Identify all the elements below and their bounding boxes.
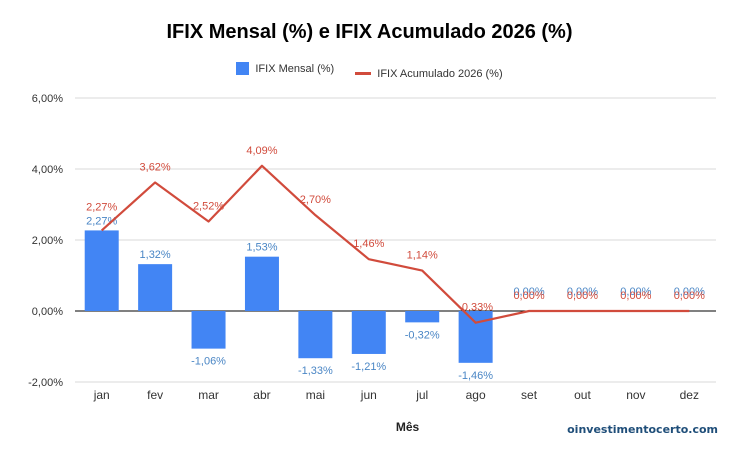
line-data-label: 4,09% [246, 145, 277, 157]
x-tick-label: jul [415, 388, 428, 402]
bar-data-label: -0,32% [405, 329, 440, 341]
bar [138, 264, 173, 311]
x-tick-label: mai [306, 388, 325, 402]
bar-data-label: -1,21% [351, 361, 386, 373]
cumulative-line [100, 164, 690, 324]
x-tick-label: set [521, 388, 538, 402]
y-tick-label: 0,00% [32, 306, 63, 318]
x-tick-label: jan [93, 388, 110, 402]
bar-data-label: 1,53% [246, 242, 277, 254]
x-tick-label: out [574, 388, 591, 402]
x-tick-label: abr [253, 388, 270, 402]
line-data-label: 3,62% [140, 161, 171, 173]
line-data-label: 0,00% [513, 290, 544, 302]
legend-item-mensal[interactable]: IFIX Mensal (%) [236, 62, 334, 75]
legend-line-swatch [355, 72, 372, 75]
bar-data-label: -1,46% [458, 370, 493, 382]
x-tick-label: dez [680, 388, 699, 402]
x-axis-title: Mês [396, 420, 420, 434]
line-data-label: 2,52% [193, 201, 224, 213]
y-tick-label: -2,00% [28, 377, 63, 389]
bar [351, 311, 386, 354]
bar-data-label: 0,00% [674, 286, 705, 298]
bar-data-label: 0,00% [620, 286, 651, 298]
bar-data-label: 0,00% [567, 286, 598, 298]
bar-data-label: -1,33% [298, 365, 333, 377]
bar-data-label: 0,00% [513, 286, 544, 298]
legend-label-mensal: IFIX Mensal (%) [255, 62, 335, 75]
legend-label-acumulado: IFIX Acumulado 2026 (%) [377, 67, 503, 80]
chart-title: IFIX Mensal (%) e IFIX Acumulado 2026 (%… [166, 21, 573, 43]
line-data-label: -0,33% [458, 302, 493, 314]
bar [405, 311, 440, 323]
bar [298, 311, 333, 359]
legend: IFIX Mensal (%) IFIX Acumulado 2026 (%) [0, 62, 739, 80]
bar-data-label: -1,06% [191, 356, 226, 368]
y-tick-label: 6,00% [32, 93, 63, 105]
bar [244, 256, 279, 311]
x-tick-label: fev [147, 388, 163, 402]
bar-data-label: 1,32% [140, 249, 171, 261]
x-tick-label: mar [198, 388, 219, 402]
line-data-label: 2,27% [86, 201, 117, 213]
line-data-label: 1,46% [353, 238, 384, 250]
watermark: oinvestimentocerto.com [567, 423, 718, 436]
line-data-label: 0,00% [620, 290, 651, 302]
legend-item-acumulado[interactable]: IFIX Acumulado 2026 (%) [355, 67, 503, 80]
line-data-label: 0,00% [567, 290, 598, 302]
line-data-label: 2,70% [300, 194, 331, 206]
x-tick-label: jun [360, 388, 377, 402]
y-tick-label: 2,00% [32, 235, 63, 247]
y-tick-label: 4,00% [32, 164, 63, 176]
line-data-label: 1,14% [407, 250, 438, 262]
legend-bar-swatch [236, 62, 250, 75]
bar [458, 311, 493, 363]
line-data-label: 0,00% [674, 290, 705, 302]
x-tick-label: nov [626, 388, 645, 402]
x-tick-label: ago [466, 388, 486, 402]
bar [191, 311, 226, 349]
bar [84, 230, 119, 311]
